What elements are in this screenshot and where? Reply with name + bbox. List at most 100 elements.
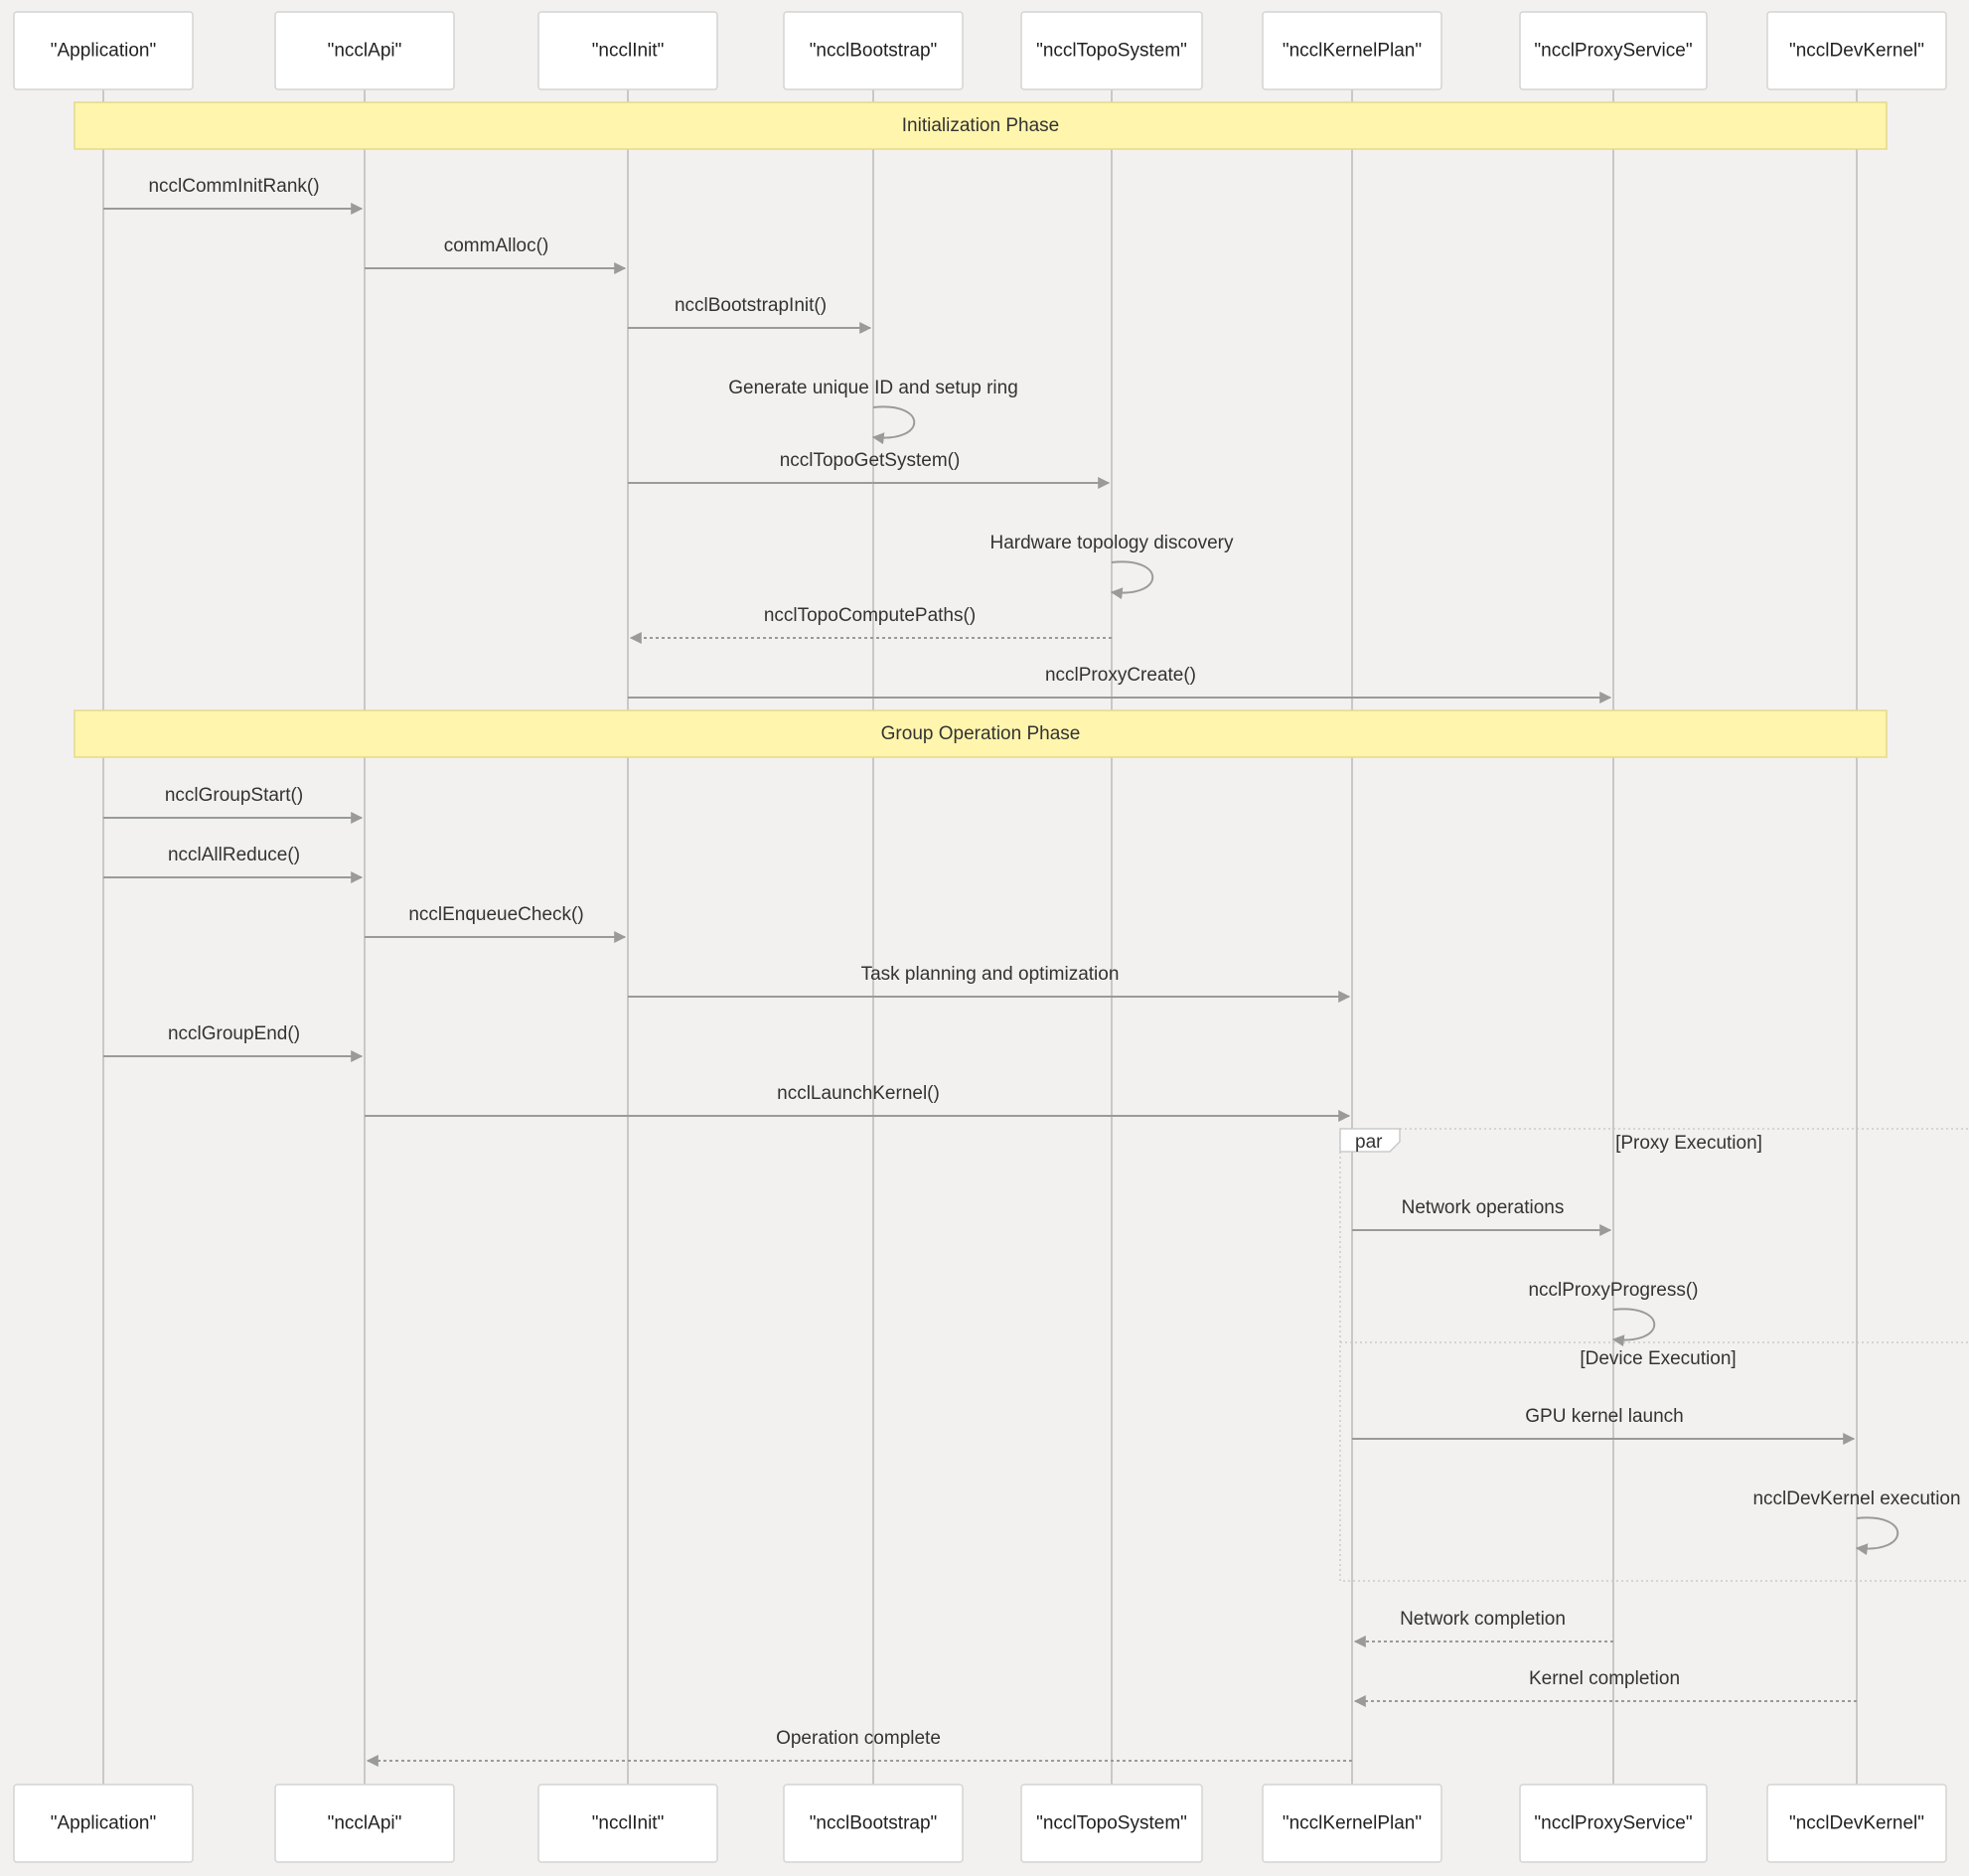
message-19: Kernel completion	[1353, 1668, 1857, 1707]
self-message-arrow	[1110, 560, 1154, 600]
participant-top-7: "ncclDevKernel"	[1766, 11, 1947, 90]
participant-label: "ncclDevKernel"	[1789, 1813, 1924, 1834]
message-label: ncclProxyCreate()	[1045, 665, 1196, 686]
participant-label: "ncclApi"	[328, 1813, 402, 1834]
par-frame-tag: par	[1355, 1132, 1383, 1153]
participant-box	[274, 11, 455, 90]
phase-note-label: Initialization Phase	[902, 115, 1059, 136]
par-section-label-proxy: [Proxy Execution]	[1615, 1133, 1762, 1154]
participant-label: "ncclInit"	[592, 41, 665, 62]
participant-label: "ncclTopoSystem"	[1036, 1813, 1187, 1834]
self-message-arrow	[871, 405, 916, 445]
message-14: Network operations	[1352, 1197, 1612, 1236]
participant-bottom-1: "ncclApi"	[274, 1784, 455, 1863]
participant-top-3: "ncclBootstrap"	[783, 11, 964, 90]
participant-label: "ncclDevKernel"	[1789, 41, 1924, 62]
participant-box	[1519, 1784, 1708, 1863]
message-label: commAlloc()	[444, 235, 549, 256]
message-10: ncclEnqueueCheck()	[365, 904, 627, 943]
participant-label: "ncclProxyService"	[1534, 41, 1692, 62]
message-6: ncclTopoComputePaths()	[629, 605, 1112, 644]
self-message-arrow	[1611, 1308, 1656, 1347]
participant-top-6: "ncclProxyService"	[1519, 11, 1708, 90]
participant-bottom-3: "ncclBootstrap"	[783, 1784, 964, 1863]
message-label: ncclTopoGetSystem()	[780, 450, 961, 471]
message-3: Generate unique ID and setup ring	[728, 378, 1018, 445]
phase-note-box	[74, 101, 1888, 150]
par-frame-border	[1339, 1128, 1969, 1582]
participant-box	[1766, 11, 1947, 90]
message-label: Operation complete	[776, 1728, 941, 1749]
participant-top-1: "ncclApi"	[274, 11, 455, 90]
participant-box	[1262, 11, 1442, 90]
phase-note-0: Initialization Phase	[74, 101, 1888, 150]
participant-bottom-4: "ncclTopoSystem"	[1020, 1784, 1203, 1863]
message-2: ncclBootstrapInit()	[628, 295, 872, 334]
participant-box	[1519, 11, 1708, 90]
participant-box	[1766, 1784, 1947, 1863]
participant-label: "ncclBootstrap"	[810, 1813, 938, 1834]
participant-box	[274, 1784, 455, 1863]
message-label: Kernel completion	[1529, 1668, 1680, 1689]
participant-bottom-7: "ncclDevKernel"	[1766, 1784, 1947, 1863]
message-label: Hardware topology discovery	[989, 533, 1234, 553]
participant-box	[13, 11, 194, 90]
participant-label: "Application"	[51, 1813, 156, 1834]
message-label: Generate unique ID and setup ring	[728, 378, 1018, 398]
message-13: ncclLaunchKernel()	[365, 1083, 1351, 1122]
message-label: ncclAllReduce()	[168, 845, 300, 865]
par-frame: par [Proxy Execution] [Device Execution]	[1339, 1128, 1969, 1582]
message-20: Operation complete	[366, 1728, 1352, 1767]
message-7: ncclProxyCreate()	[628, 665, 1612, 704]
message-label: ncclGroupStart()	[165, 785, 303, 806]
message-0: ncclCommInitRank()	[103, 176, 364, 215]
message-5: Hardware topology discovery	[989, 533, 1234, 600]
message-label: ncclEnqueueCheck()	[408, 904, 583, 925]
phase-note-label: Group Operation Phase	[881, 723, 1081, 744]
participant-box	[13, 1784, 194, 1863]
message-12: ncclGroupEnd()	[103, 1023, 364, 1062]
participant-box	[783, 11, 964, 90]
participant-label: "ncclTopoSystem"	[1036, 41, 1187, 62]
participants: "Application" "Application" "ncclApi" "nccl…	[13, 11, 1947, 1863]
participant-top-0: "Application"	[13, 11, 194, 90]
participant-label: "ncclApi"	[328, 41, 402, 62]
message-18: Network completion	[1353, 1609, 1613, 1647]
participant-box	[1262, 1784, 1442, 1863]
message-1: commAlloc()	[365, 235, 627, 274]
message-label: ncclBootstrapInit()	[675, 295, 827, 316]
participant-label: "Application"	[51, 41, 156, 62]
participant-box	[537, 1784, 718, 1863]
participant-top-2: "ncclInit"	[537, 11, 718, 90]
message-label: ncclDevKernel execution	[1752, 1488, 1960, 1509]
message-15: ncclProxyProgress()	[1528, 1280, 1699, 1347]
participant-label: "ncclInit"	[592, 1813, 665, 1834]
phase-note-1: Group Operation Phase	[74, 709, 1888, 758]
participant-box	[1020, 11, 1203, 90]
messages: ncclCommInitRank() commAlloc() ncclBootstr…	[103, 176, 1961, 1767]
message-label: Task planning and optimization	[861, 964, 1120, 985]
participant-top-4: "ncclTopoSystem"	[1020, 11, 1203, 90]
phase-notes: Initialization Phase Group Operation Phas…	[74, 101, 1888, 758]
phase-note-box	[74, 709, 1888, 758]
message-label: ncclTopoComputePaths()	[764, 605, 976, 626]
message-label: ncclProxyProgress()	[1528, 1280, 1698, 1301]
message-label: ncclLaunchKernel()	[777, 1083, 940, 1104]
par-frame-tab	[1339, 1128, 1401, 1153]
participant-box	[1020, 1784, 1203, 1863]
message-11: Task planning and optimization	[628, 964, 1351, 1003]
participant-bottom-6: "ncclProxyService"	[1519, 1784, 1708, 1863]
message-17: ncclDevKernel execution	[1752, 1488, 1961, 1556]
participant-bottom-0: "Application"	[13, 1784, 194, 1863]
participant-bottom-2: "ncclInit"	[537, 1784, 718, 1863]
message-label: ncclCommInitRank()	[148, 176, 319, 197]
participant-label: "ncclKernelPlan"	[1283, 1813, 1422, 1834]
participant-bottom-5: "ncclKernelPlan"	[1262, 1784, 1442, 1863]
message-label: ncclGroupEnd()	[168, 1023, 300, 1044]
self-message-arrow	[1855, 1516, 1899, 1556]
message-label: Network completion	[1400, 1609, 1566, 1630]
message-label: Network operations	[1402, 1197, 1565, 1218]
message-4: ncclTopoGetSystem()	[628, 450, 1111, 489]
participant-box	[783, 1784, 964, 1863]
